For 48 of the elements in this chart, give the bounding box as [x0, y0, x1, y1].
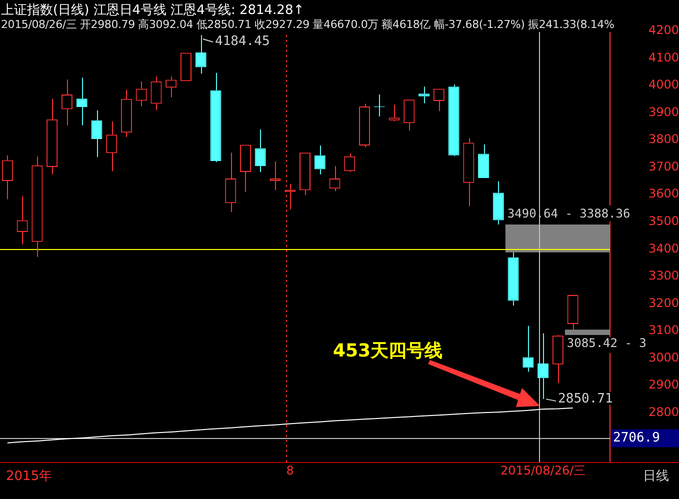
ref-line-label: 2706.9: [613, 430, 660, 446]
text: 2015年: [6, 468, 52, 484]
candlestick: [492, 180, 504, 225]
candlestick: [91, 110, 102, 158]
annotation: 2850.71: [558, 391, 613, 406]
y-tick-label: 3300: [648, 268, 679, 283]
candlestick: [150, 76, 162, 111]
candlestick: [552, 336, 564, 384]
candlestick: [270, 160, 281, 191]
candlestick: [120, 89, 132, 138]
candlestick: [478, 144, 490, 178]
y-tick-label: 3400: [648, 241, 679, 256]
y-tick-label: 3100: [648, 323, 679, 338]
y-tick-label: 3000: [648, 350, 679, 364]
x-tick-label: 8: [286, 463, 294, 478]
candlestick: [299, 152, 311, 196]
candlestick: [240, 144, 251, 192]
annotation: 4184.45: [215, 34, 270, 49]
y-tick-label: 3900: [648, 104, 679, 119]
candlestick: [225, 152, 236, 213]
candlestick: [284, 183, 296, 210]
y-tick-label: 4000: [648, 78, 679, 92]
candlestick: [46, 98, 58, 175]
annotation: 453天四号线: [333, 340, 443, 362]
candlestick: [418, 86, 430, 104]
candlestick: [388, 104, 400, 122]
chart-title: 上证指数(日线) 江恩日4号线 江恩4号线: 2814.28↑: [1, 2, 304, 18]
candlestick: [404, 100, 415, 131]
y-tick-label: 3200: [648, 296, 679, 310]
candlestick: [32, 156, 43, 258]
candlestick: [359, 103, 370, 148]
y-tick-label: 2800: [648, 405, 679, 420]
y-tick-label: 4200: [648, 23, 679, 38]
y-tick-label: 4100: [648, 50, 679, 64]
candlestick: [106, 120, 118, 172]
candlestick: [567, 295, 578, 330]
band-label: 3085.42 - 3: [566, 336, 646, 350]
candlestick: [463, 138, 474, 207]
candlestick: [508, 252, 519, 306]
text: 日线: [643, 468, 669, 484]
y-tick-label: 3700: [648, 159, 679, 174]
y-tick-label: 3500: [648, 214, 679, 228]
y-tick-label: 3600: [648, 186, 679, 201]
y-tick-label: 2900: [648, 378, 679, 392]
chart-subtitle: 2015/08/26/三 开2980.79 高3092.04 低2850.71 收2927.29 量46670.0万 额4618亿 幅-37.68(-1.27%) 振241.33(8.14%: [1, 17, 614, 32]
candlestick: [210, 72, 222, 163]
x-tick-label: 2015/08/26/三: [500, 463, 586, 478]
y-tick-label: 3800: [648, 132, 679, 146]
